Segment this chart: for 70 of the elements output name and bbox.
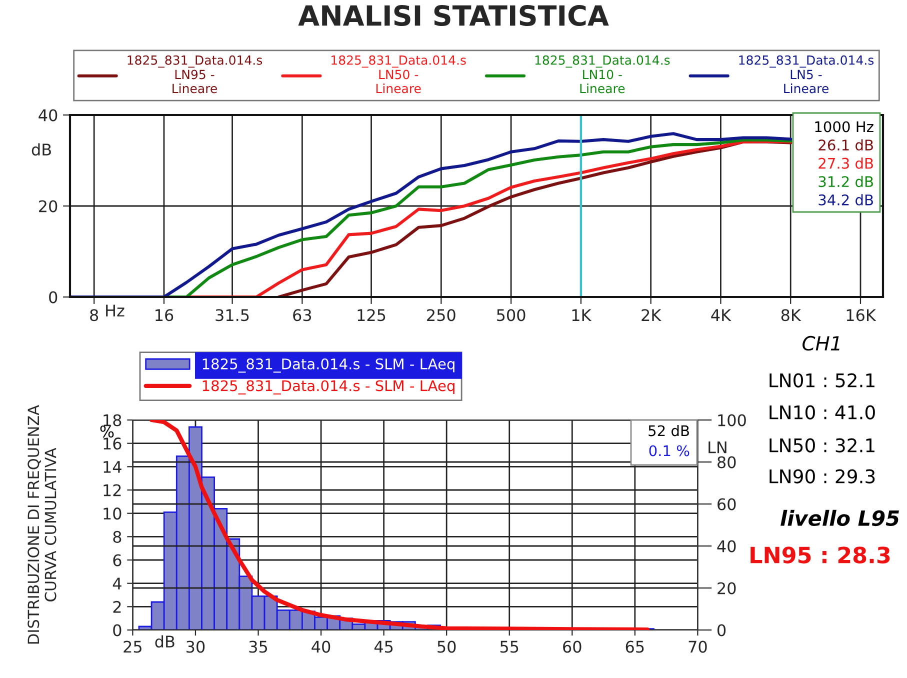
- annotation: 27.3 dB: [818, 158, 873, 169]
- annotation: 1000 Hz: [815, 121, 874, 132]
- x-tick-label: 4K: [711, 309, 732, 321]
- x-tick-label: 70: [688, 640, 707, 653]
- text: %: [100, 426, 114, 438]
- annotation: 34.2 dB: [818, 194, 873, 206]
- y2-tick-label: 40: [717, 540, 736, 552]
- y2-tick-label: 0: [718, 624, 726, 636]
- x-tick-label: 65: [626, 640, 644, 653]
- y-tick-label: 4: [112, 578, 122, 590]
- legend-label: 1825_831_Data.014.s LN10 - Lineare: [535, 55, 670, 94]
- line-series: [70, 132, 792, 297]
- x-axis-title: dB: [155, 635, 174, 648]
- y2-tick-label: 20: [718, 582, 736, 594]
- y2-tick-label: 60: [718, 498, 736, 510]
- legend-label: 1825_831_Data.014.s - SLM - LAeq: [202, 358, 454, 373]
- x-tick-label: 50: [438, 640, 456, 653]
- x-tick-label: 1K: [572, 309, 592, 321]
- x-tick-label: 16K: [846, 309, 876, 322]
- y-tick-label: 16: [104, 438, 122, 450]
- text: LN01 : 52.1: [770, 373, 874, 388]
- x-tick-label: 8: [90, 309, 98, 322]
- y-tick-label: 6: [113, 554, 122, 566]
- line-series: [149, 420, 650, 630]
- x-tick-label: 55: [500, 640, 518, 653]
- annotation: 0.1 %: [649, 445, 690, 456]
- y-axis-title: DISTRIBUZIONE DI FREQUENZA CURVA CUMULATIVA: [28, 405, 56, 644]
- x-tick-label: 31.5: [216, 309, 249, 322]
- text: LN10 : 41.0: [770, 405, 875, 420]
- x-tick-label: 16: [156, 309, 174, 322]
- x-tick-label: 60: [563, 640, 582, 653]
- legend-label: 1825_831_Data.014.s LN50 - Lineare: [332, 55, 466, 94]
- x-tick-label: 8K: [781, 309, 802, 322]
- x-tick-label: 35: [249, 640, 268, 653]
- x-axis-title: Hz: [106, 304, 124, 316]
- y-tick-label: 0: [49, 291, 58, 304]
- y-tick-label: 8: [113, 530, 122, 543]
- text: CH1: [802, 336, 840, 351]
- y-tick-label: 2: [113, 600, 121, 613]
- y2-axis-title: LN: [708, 441, 726, 454]
- x-tick-label: 2K: [642, 309, 662, 321]
- y-axis-title: dB: [32, 143, 51, 156]
- y-tick-label: 18: [104, 414, 122, 426]
- annotation: 52 dB: [648, 424, 689, 436]
- chart-title: ANALISI STATISTICA: [298, 5, 609, 26]
- y-tick-label: 12: [104, 484, 121, 496]
- legend-label: 1825_831_Data.014.s LN95 - Lineare: [128, 55, 262, 94]
- x-tick-label: 63: [293, 309, 312, 322]
- y-tick-label: 14: [104, 461, 122, 473]
- annotation: 26.1 dB: [818, 139, 873, 151]
- text: LN50 : 32.1: [770, 438, 874, 452]
- y-tick-label: 0: [113, 624, 122, 636]
- annotation: 31.2 dB: [818, 176, 873, 188]
- x-tick-label: 40: [312, 640, 330, 653]
- y-tick-label: 10: [104, 508, 122, 520]
- x-tick-label: 25: [124, 640, 142, 653]
- text: livello L95: [780, 510, 899, 526]
- y-tick-label: 20: [39, 200, 58, 212]
- text: LN90 : 29.3: [770, 469, 875, 484]
- y2-tick-label: 80: [718, 456, 736, 468]
- x-tick-label: 30: [186, 640, 205, 653]
- x-tick-label: 500: [497, 309, 526, 322]
- x-tick-label: 250: [427, 309, 456, 322]
- legend-label: 1825_831_Data.014.s LN5 - Lineare: [739, 55, 874, 94]
- y-tick-label: 40: [38, 109, 58, 122]
- text: LN95 : 28.3: [750, 546, 890, 564]
- x-tick-label: 45: [374, 640, 393, 653]
- legend-label: 1825_831_Data.014.s - SLM - LAeq: [202, 380, 454, 394]
- x-tick-label: 125: [358, 309, 386, 322]
- y2-tick-label: 100: [718, 414, 746, 426]
